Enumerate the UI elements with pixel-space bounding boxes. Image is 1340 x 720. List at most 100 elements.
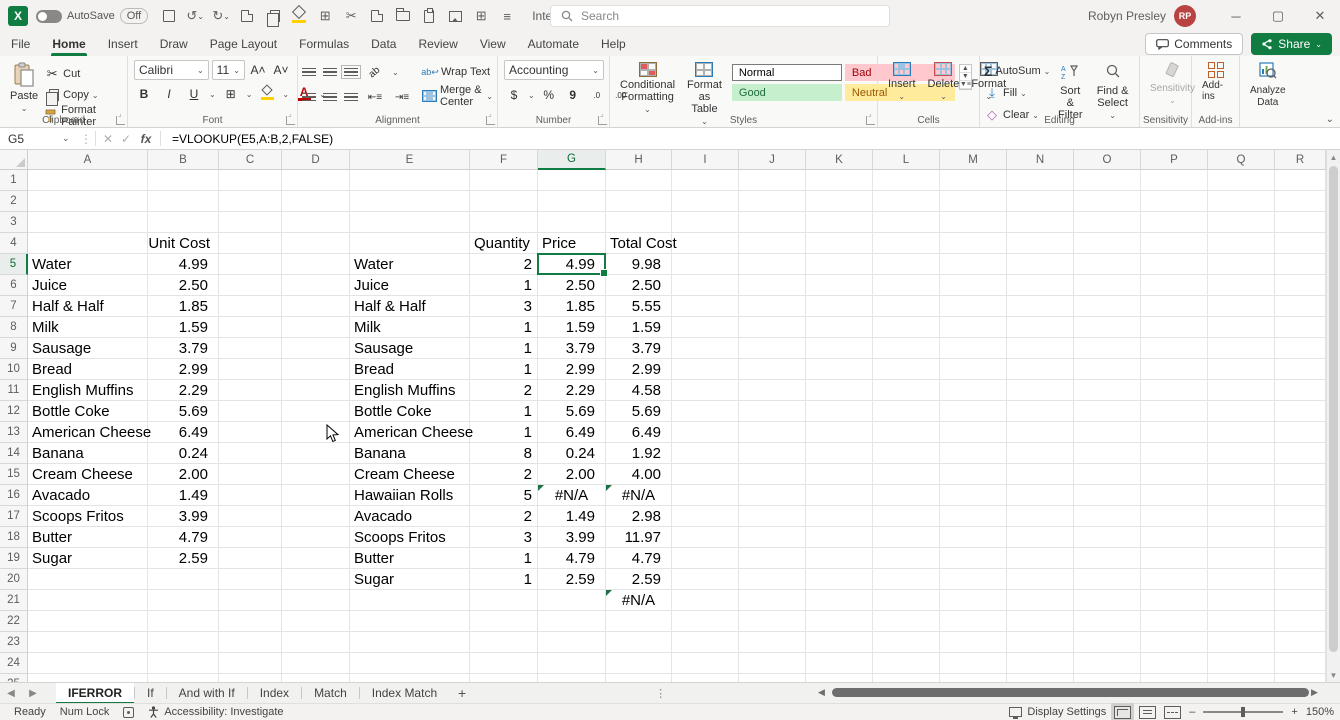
cell-J19[interactable] — [739, 548, 806, 569]
ribbon-tab-file[interactable]: File — [11, 37, 31, 51]
accessibility-status[interactable]: Accessibility: Investigate — [148, 706, 284, 718]
cell-M9[interactable] — [940, 338, 1007, 359]
cell-A5[interactable]: Water — [28, 254, 148, 275]
cell-J15[interactable] — [739, 464, 806, 485]
cell-L5[interactable] — [873, 254, 940, 275]
cell-B5[interactable]: 4.99 — [148, 254, 219, 275]
cell-O11[interactable] — [1074, 380, 1141, 401]
insert-picture-icon[interactable] — [444, 5, 466, 27]
cell-A1[interactable] — [28, 170, 148, 191]
cell-R5[interactable] — [1275, 254, 1326, 275]
cell-E13[interactable]: American Cheese — [350, 422, 473, 443]
gallery-up-icon[interactable]: ▲ — [959, 65, 971, 73]
cell-C10[interactable] — [219, 359, 282, 380]
cell-D24[interactable] — [282, 653, 350, 674]
row-header-16[interactable]: 16 — [0, 485, 28, 506]
cell-R12[interactable] — [1275, 401, 1326, 422]
fill-color-button[interactable] — [257, 84, 277, 104]
cell-Q10[interactable] — [1208, 359, 1275, 380]
column-header-O[interactable]: O — [1074, 150, 1141, 170]
paste-button[interactable]: Paste ⌄ — [4, 60, 44, 115]
cell-R10[interactable] — [1275, 359, 1326, 380]
cell-N4[interactable] — [1007, 233, 1074, 254]
cell-P13[interactable] — [1141, 422, 1208, 443]
cell-J12[interactable] — [739, 401, 806, 422]
cell-A7[interactable]: Half & Half — [28, 296, 148, 317]
cell-O22[interactable] — [1074, 611, 1141, 632]
cell-D2[interactable] — [282, 191, 350, 212]
cell-L9[interactable] — [873, 338, 940, 359]
cell-M8[interactable] — [940, 317, 1007, 338]
comments-button[interactable]: Comments — [1145, 33, 1244, 55]
cell-K17[interactable] — [806, 506, 873, 527]
cell-F15[interactable]: 2 — [470, 464, 538, 485]
cell-Q8[interactable] — [1208, 317, 1275, 338]
cell-H8[interactable]: 1.59 — [606, 317, 672, 338]
cell-K2[interactable] — [806, 191, 873, 212]
cell-F3[interactable] — [470, 212, 538, 233]
cell-M19[interactable] — [940, 548, 1007, 569]
cell-E16[interactable]: Hawaiian Rolls — [350, 485, 470, 506]
cell-L24[interactable] — [873, 653, 940, 674]
row-header-19[interactable]: 19 — [0, 548, 28, 569]
cell-H4[interactable]: Total Cost — [606, 233, 677, 254]
column-header-E[interactable]: E — [350, 150, 470, 170]
cell-K7[interactable] — [806, 296, 873, 317]
cell-I3[interactable] — [672, 212, 739, 233]
column-header-C[interactable]: C — [219, 150, 282, 170]
cell-I16[interactable] — [672, 485, 739, 506]
cell-R17[interactable] — [1275, 506, 1326, 527]
cell-J13[interactable] — [739, 422, 806, 443]
cell-Q18[interactable] — [1208, 527, 1275, 548]
cell-J25[interactable] — [739, 674, 806, 682]
row-header-22[interactable]: 22 — [0, 611, 28, 632]
cell-N15[interactable] — [1007, 464, 1074, 485]
cell-G23[interactable] — [538, 632, 606, 653]
tabbar-dots-icon[interactable]: ⋮ — [655, 687, 667, 700]
cell-M18[interactable] — [940, 527, 1007, 548]
cell-O9[interactable] — [1074, 338, 1141, 359]
cell-E2[interactable] — [350, 191, 470, 212]
row-header-13[interactable]: 13 — [0, 422, 28, 443]
cell-C12[interactable] — [219, 401, 282, 422]
underline-button[interactable]: U — [189, 87, 199, 101]
zoom-slider-thumb[interactable] — [1241, 707, 1246, 717]
row-header-5[interactable]: 5 — [0, 254, 28, 275]
cell-O4[interactable] — [1074, 233, 1141, 254]
cell-H23[interactable] — [606, 632, 672, 653]
cell-A16[interactable]: Avacado — [28, 485, 148, 506]
cell-P10[interactable] — [1141, 359, 1208, 380]
cell-R16[interactable] — [1275, 485, 1326, 506]
align-bottom-button[interactable] — [341, 64, 361, 80]
cell-D1[interactable] — [282, 170, 350, 191]
cell-C22[interactable] — [219, 611, 282, 632]
cell-A14[interactable]: Banana — [28, 443, 148, 464]
horizontal-scrollbar[interactable]: ◀ ▶ — [818, 686, 1323, 699]
cell-B7[interactable]: 1.85 — [148, 296, 219, 317]
cell-J22[interactable] — [739, 611, 806, 632]
normal-view-button[interactable] — [1111, 702, 1135, 720]
cell-E21[interactable] — [350, 590, 470, 611]
column-header-Q[interactable]: Q — [1208, 150, 1275, 170]
cell-G25[interactable] — [538, 674, 606, 682]
cell-N10[interactable] — [1007, 359, 1074, 380]
column-header-P[interactable]: P — [1141, 150, 1208, 170]
cell-I20[interactable] — [672, 569, 739, 590]
maximize-button[interactable]: ▢ — [1271, 8, 1285, 23]
cell-J4[interactable] — [739, 233, 806, 254]
cell-L1[interactable] — [873, 170, 940, 191]
cell-H14[interactable]: 1.92 — [606, 443, 672, 464]
cell-A6[interactable]: Juice — [28, 275, 148, 296]
row-header-11[interactable]: 11 — [0, 380, 28, 401]
cell-Q12[interactable] — [1208, 401, 1275, 422]
cell-M2[interactable] — [940, 191, 1007, 212]
cell-L20[interactable] — [873, 569, 940, 590]
column-header-A[interactable]: A — [28, 150, 148, 170]
cell-B25[interactable] — [148, 674, 219, 682]
cell-B3[interactable] — [148, 212, 219, 233]
addins-button[interactable]: Add-ins — [1196, 60, 1235, 104]
cell-O13[interactable] — [1074, 422, 1141, 443]
font-name-select[interactable]: Calibri ⌄ — [134, 60, 209, 80]
cell-H10[interactable]: 2.99 — [606, 359, 672, 380]
cell-H7[interactable]: 5.55 — [606, 296, 672, 317]
